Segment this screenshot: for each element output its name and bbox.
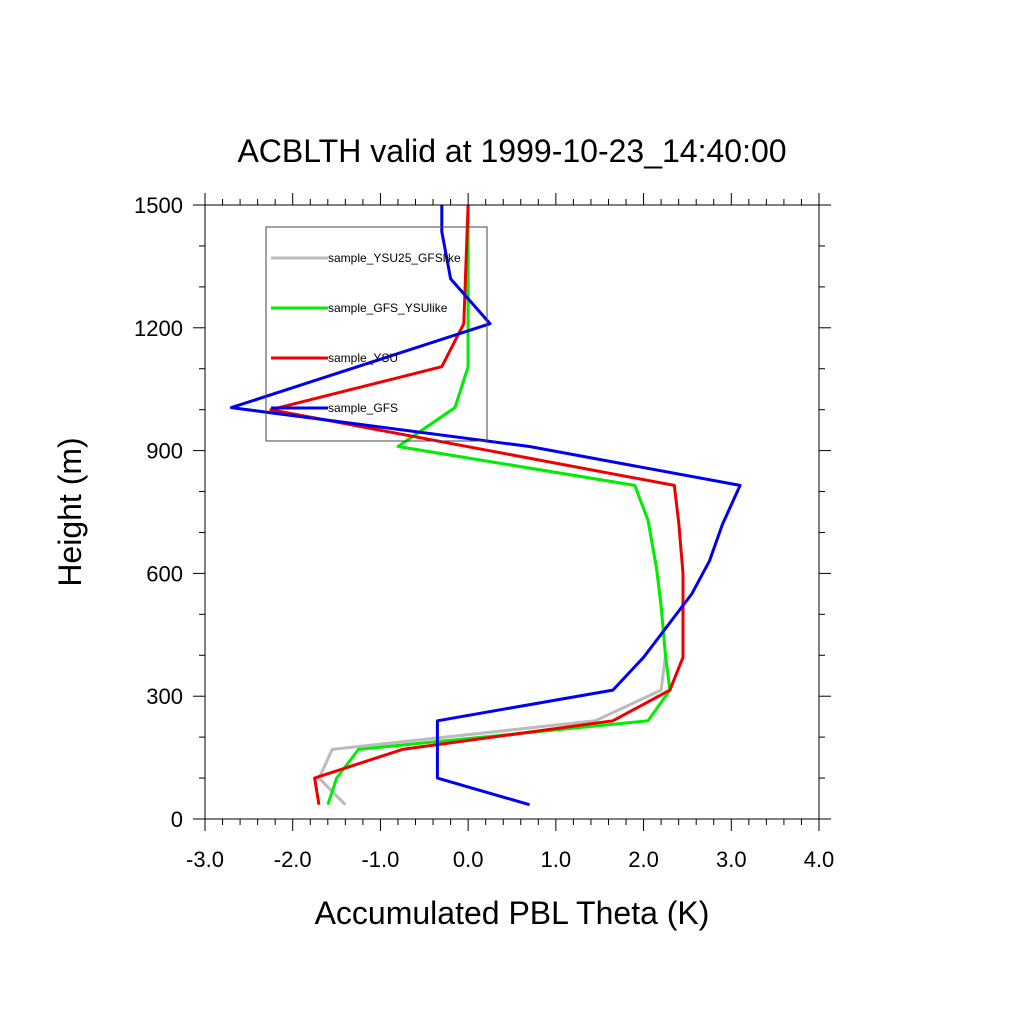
series-line-sample_YSU25_GFSlike	[317, 205, 667, 806]
y-tick-label: 600	[146, 561, 183, 586]
legend-label: sample_GFS_YSUlike	[328, 301, 448, 315]
x-tick-label: -2.0	[274, 847, 312, 872]
y-tick-label: 0	[171, 807, 183, 832]
x-tick-label: 3.0	[716, 847, 747, 872]
x-axis-label: Accumulated PBL Theta (K)	[315, 895, 710, 931]
chart-title: ACBLTH valid at 1999-10-23_14:40:00	[237, 133, 786, 169]
legend-label: sample_GFS	[328, 401, 398, 415]
axis-ticks: -3.0 -2.0 -1.0 0.0 1.0 2.0 3.0 4.0 0 300 600 900 120…	[134, 193, 834, 872]
legend-label: sample_YSU25_GFSlike	[328, 251, 461, 265]
x-tick-label: -3.0	[186, 847, 224, 872]
y-tick-label: 900	[146, 439, 183, 464]
series-layer	[229, 204, 742, 807]
series-line-sample_GFS_YSUlike	[326, 205, 672, 806]
x-tick-label: 1.0	[541, 847, 572, 872]
x-tick-label: 0.0	[453, 847, 484, 872]
y-axis-label: Height (m)	[52, 437, 88, 586]
y-tick-label: 300	[146, 684, 183, 709]
legend: sample_YSU25_GFSlike sample_GFS_YSUlikesa…	[265, 226, 488, 442]
series-line-sample_GFS	[229, 205, 742, 807]
x-tick-label: -1.0	[361, 847, 399, 872]
plot-frame	[204, 204, 820, 820]
y-tick-label: 1200	[134, 316, 183, 341]
x-tick-label: 2.0	[628, 847, 659, 872]
legend-label: sample_YSU	[328, 351, 398, 365]
y-tick-label: 1500	[134, 193, 183, 218]
legend-box	[265, 226, 488, 442]
x-tick-label: 4.0	[804, 847, 835, 872]
